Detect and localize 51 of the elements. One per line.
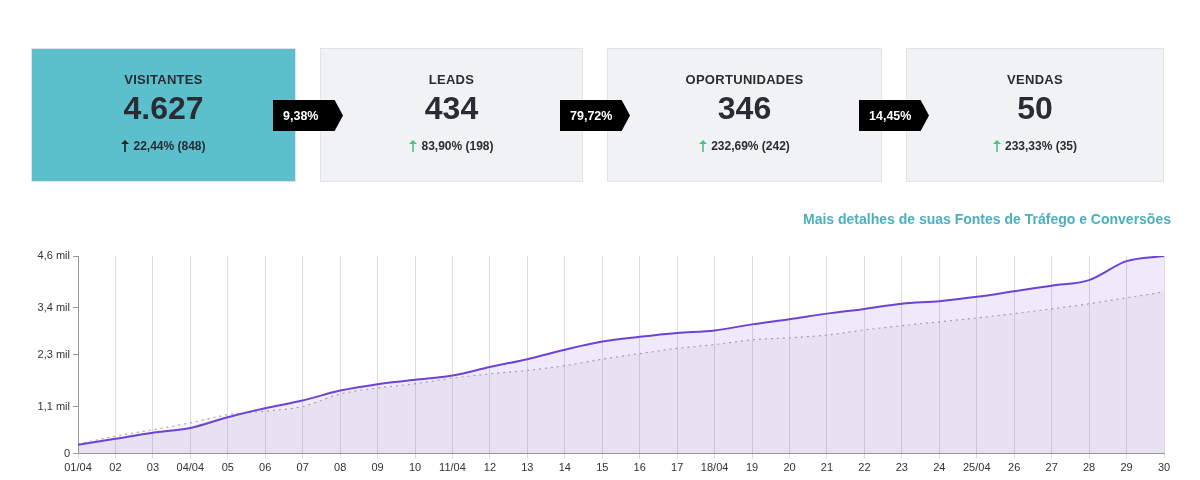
text: 232,69% (242)	[711, 139, 790, 153]
x-tick-label: 16	[633, 461, 646, 474]
x-tick-label: 27	[1045, 461, 1058, 474]
x-tick-label: 09	[371, 461, 384, 474]
category-label: LEADS	[427, 72, 476, 87]
x-tick-label: 02	[109, 461, 122, 474]
arrow-tag: 79,72%	[560, 100, 630, 131]
text: 50	[1017, 90, 1053, 126]
x-tick-label: 14	[558, 461, 571, 474]
x-tick-label: 22	[858, 461, 871, 474]
arrow-tag: 9,38%	[273, 100, 343, 131]
text: 346	[717, 90, 772, 126]
x-tick-label: 12	[483, 461, 497, 474]
category-label: OPORTUNIDADES	[684, 72, 805, 87]
x-tick-label: 04/04	[176, 461, 205, 474]
x-tick-label: 19	[745, 461, 759, 474]
y-tick-label: 1,1 mil	[37, 399, 70, 412]
x-tick-label: 15	[596, 461, 609, 474]
text: 83,90% (198)	[421, 139, 494, 153]
x-tick-label: 08	[334, 461, 347, 474]
y-tick-label: 0	[63, 446, 70, 459]
text: 434	[424, 90, 479, 126]
x-tick-label: 29	[1120, 461, 1133, 474]
x-tick-label: 03	[146, 461, 160, 474]
x-tick-label: 07	[296, 461, 309, 474]
x-tick-label: 24	[933, 461, 946, 474]
y-tick-label: 2,3 mil	[37, 347, 70, 360]
x-tick-label: 18/04	[700, 461, 729, 474]
y-tick-label: 4,6 mil	[37, 249, 70, 262]
text: Mais detalhes de suas Fontes de Tráfego e Conversões	[802, 211, 1171, 227]
x-tick-label: 10	[408, 461, 422, 474]
x-tick-label: 21	[820, 461, 834, 474]
x-tick-label: 01/04	[64, 461, 92, 474]
x-tick-label: 13	[521, 461, 534, 474]
x-tick-label: 28	[1082, 461, 1096, 474]
category-label: VENDAS	[1006, 72, 1064, 87]
category-label: VISITANTES	[123, 72, 204, 87]
x-tick-label: 30	[1157, 461, 1171, 474]
x-tick-label: 11/04	[439, 461, 466, 474]
x-tick-label: 23	[895, 461, 908, 474]
text: 233,33% (35)	[1004, 139, 1078, 153]
x-tick-label: 26	[1008, 461, 1021, 474]
arrow-tag: 14,45%	[859, 100, 929, 131]
y-tick-label: 3,4 mil	[37, 300, 70, 313]
text: 4.627	[123, 90, 204, 126]
text: 22,44% (848)	[133, 139, 206, 153]
x-tick-label: 25/04	[962, 461, 991, 474]
x-tick-label: 05	[221, 461, 234, 474]
x-tick-label: 20	[783, 461, 796, 474]
x-tick-label: 17	[671, 461, 684, 474]
x-tick-label: 06	[259, 461, 272, 474]
